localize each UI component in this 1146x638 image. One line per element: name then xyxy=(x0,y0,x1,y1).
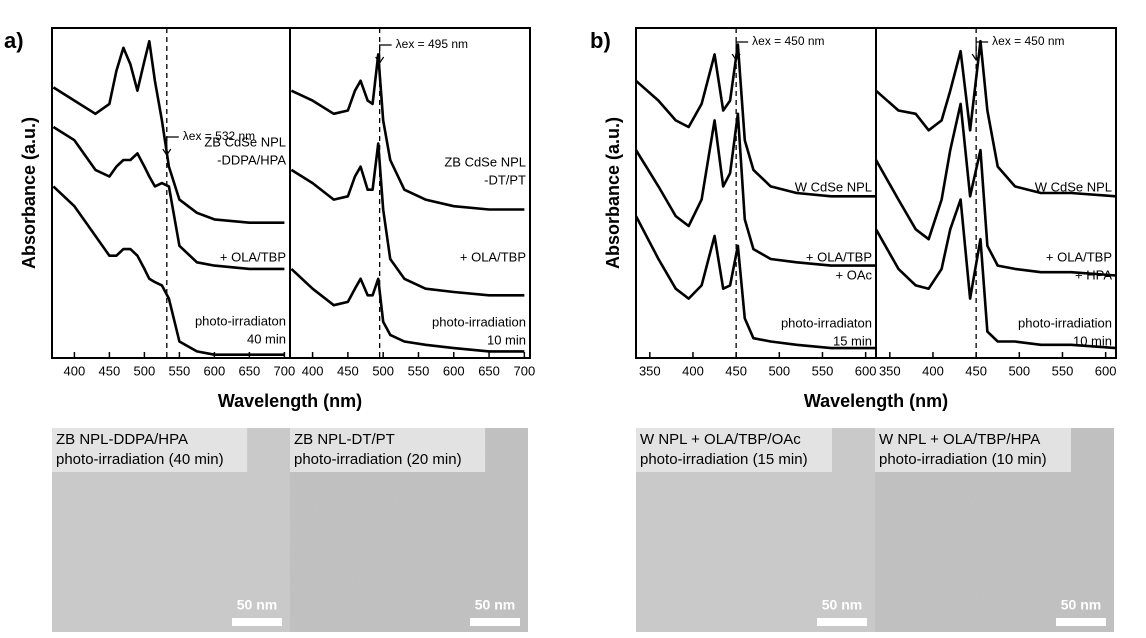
panel-label: b) xyxy=(590,28,611,53)
x-tick-label: 500 xyxy=(372,363,394,378)
x-tick-label: 450 xyxy=(337,363,359,378)
caption-box xyxy=(636,428,832,472)
x-tick-label: 550 xyxy=(408,363,430,378)
caption-box xyxy=(875,428,1071,472)
x-tick-label: 350 xyxy=(879,363,901,378)
excitation-arrow xyxy=(375,44,392,65)
excitation-label: λex = 532 nm xyxy=(183,129,255,143)
curve-label: + HPA xyxy=(1075,267,1112,282)
scale-label: 50 nm xyxy=(822,597,862,613)
curve-label: + OLA/TBP xyxy=(1046,249,1112,264)
scale-bar xyxy=(1056,618,1106,626)
x-tick-label: 500 xyxy=(768,363,790,378)
y-axis-label: Absorbance (a.u.) xyxy=(603,117,623,269)
scale-label: 50 nm xyxy=(475,597,515,613)
x-tick-label: 500 xyxy=(1008,363,1030,378)
x-tick-label: 600 xyxy=(1095,363,1117,378)
curve-label: 10 min xyxy=(1073,333,1112,348)
image-caption: W NPL + OLA/TBP/HPA xyxy=(879,431,1040,448)
curve-label: photo-irradiation xyxy=(1018,315,1112,330)
absorbance-curve xyxy=(634,215,876,350)
x-tick-label: 700 xyxy=(514,363,536,378)
x-tick-label: 500 xyxy=(134,363,156,378)
plot-frame xyxy=(875,27,1117,359)
excitation-arrow xyxy=(731,41,749,62)
image-caption: photo-irradiation (20 min) xyxy=(294,451,462,468)
curve-label: W CdSe NPL xyxy=(1035,179,1112,194)
image-caption: photo-irradiation (15 min) xyxy=(640,451,808,468)
absorbance-curve xyxy=(634,112,876,267)
curve-label: -DT/PT xyxy=(484,172,526,187)
x-tick-label: 450 xyxy=(99,363,121,378)
caption-box xyxy=(52,428,248,472)
absorbance-curve xyxy=(52,185,285,356)
x-tick-label: 600 xyxy=(204,363,226,378)
excitation-arrow xyxy=(162,136,179,157)
panel-label: a) xyxy=(4,28,24,53)
absorbance-curve xyxy=(290,142,525,297)
image-caption: W NPL + OLA/TBP/OAc xyxy=(640,431,801,448)
curve-label: + OLA/TBP xyxy=(806,249,872,264)
absorbance-curve xyxy=(52,125,285,271)
x-tick-label: 400 xyxy=(302,363,324,378)
x-tick-label: 450 xyxy=(965,363,987,378)
x-tick-label: 700 xyxy=(274,363,296,378)
y-axis-label: Absorbance (a.u.) xyxy=(19,117,39,269)
curve-label: 15 min xyxy=(833,333,872,348)
image-caption: photo-irradiation (40 min) xyxy=(56,451,224,468)
scale-bar xyxy=(232,618,282,626)
caption-box xyxy=(290,428,486,472)
x-tick-label: 550 xyxy=(812,363,834,378)
plot-frame xyxy=(289,27,531,359)
excitation-label: λex = 450 nm xyxy=(992,34,1064,48)
x-tick-label: 400 xyxy=(922,363,944,378)
x-tick-label: 450 xyxy=(725,363,747,378)
curve-label: ZB CdSe NPL xyxy=(444,154,526,169)
x-tick-label: 400 xyxy=(682,363,704,378)
image-caption: photo-irradiation (10 min) xyxy=(879,451,1047,468)
scale-bar xyxy=(817,618,867,626)
curve-label: photo-irradiation xyxy=(432,314,526,329)
excitation-arrow xyxy=(971,41,989,62)
x-tick-label: 550 xyxy=(1052,363,1074,378)
curve-label: ZB CdSe NPL xyxy=(204,134,286,149)
curve-label: + OLA/TBP xyxy=(220,249,286,264)
curve-label: + OAc xyxy=(836,267,873,282)
curve-label: + OLA/TBP xyxy=(460,249,526,264)
curve-label: photo-irradiaton xyxy=(781,315,872,330)
x-tick-label: 350 xyxy=(639,363,661,378)
absorbance-curve xyxy=(635,43,876,198)
curve-label: W CdSe NPL xyxy=(795,179,872,194)
x-tick-label: 650 xyxy=(239,363,261,378)
x-tick-label: 650 xyxy=(478,363,500,378)
x-tick-label: 600 xyxy=(855,363,877,378)
curve-label: -DDPA/HPA xyxy=(217,152,286,167)
excitation-label: λex = 450 nm xyxy=(752,34,824,48)
scale-bar xyxy=(470,618,520,626)
absorbance-curve xyxy=(874,198,1117,350)
x-tick-label: 600 xyxy=(443,363,465,378)
x-axis-label: Wavelength (nm) xyxy=(218,391,362,411)
absorbance-curve xyxy=(52,39,285,224)
scale-label: 50 nm xyxy=(1061,597,1101,613)
image-caption: ZB NPL-DDPA/HPA xyxy=(56,431,188,448)
curve-label: 40 min xyxy=(247,331,286,346)
image-caption: ZB NPL-DT/PT xyxy=(294,431,395,448)
absorbance-curve xyxy=(874,102,1117,277)
excitation-label: λex = 495 nm xyxy=(396,37,468,51)
absorbance-curve xyxy=(290,53,525,211)
curve-label: 10 min xyxy=(487,332,526,347)
scale-label: 50 nm xyxy=(237,597,277,613)
x-tick-label: 400 xyxy=(64,363,86,378)
absorbance-curve xyxy=(290,267,525,353)
x-tick-label: 550 xyxy=(169,363,191,378)
curve-label: photo-irradiaton xyxy=(195,313,286,328)
absorbance-curve xyxy=(875,39,1117,198)
x-axis-label: Wavelength (nm) xyxy=(804,391,948,411)
